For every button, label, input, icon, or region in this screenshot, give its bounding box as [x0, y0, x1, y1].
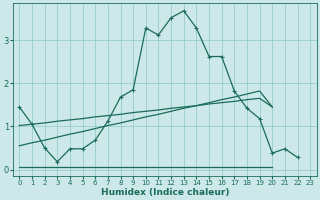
X-axis label: Humidex (Indice chaleur): Humidex (Indice chaleur)	[100, 188, 229, 197]
